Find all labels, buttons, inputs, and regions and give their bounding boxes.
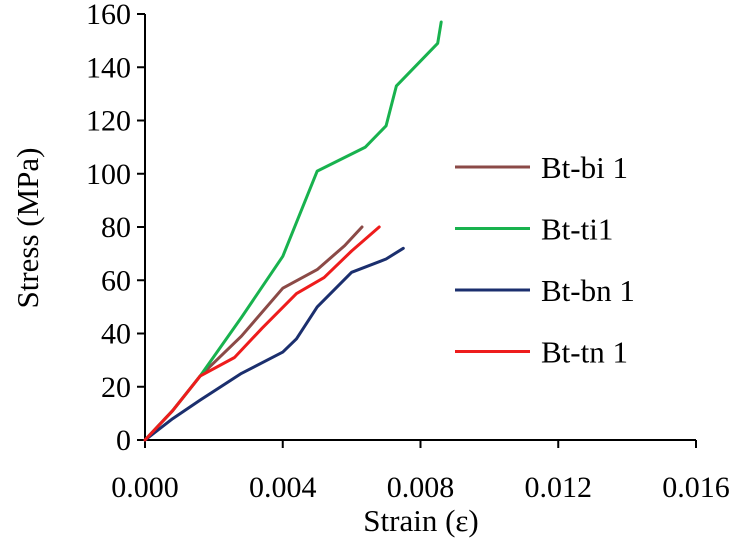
series-line-bt-ti1 [143,20,443,442]
x-tick-label: 0.012 [525,471,593,504]
y-tick-label: 100 [86,158,131,191]
y-tick-label: 60 [101,264,131,297]
axes: 0 20 40 60 80 100 120 140 160 0.000 0.004 0.008 0.01… [86,0,730,504]
y-tick-label: 0 [116,424,131,457]
y-tick-label: 20 [101,371,131,404]
series-layer [143,20,443,442]
y-tick-label: 40 [101,318,131,351]
legend-label-bt-ti1: Bt-ti1 [541,212,613,247]
legend-label-bt-tn-1: Bt-tn 1 [541,335,628,370]
x-tick-label: 0.004 [249,471,317,504]
legend-label-bt-bn-1: Bt-bn 1 [541,273,635,308]
x-axis-title: Strain (ε) [363,503,478,538]
y-tick-label: 160 [86,0,131,31]
series-line-bt-bi-1 [143,225,364,442]
series-line-bt-bn-1 [143,246,405,442]
series-line-bt-tn-1 [143,225,381,442]
y-tick-label: 80 [101,211,131,244]
x-tick-label: 0.008 [387,471,455,504]
y-tick-label: 120 [86,105,131,138]
legend: Bt-bi 1 Bt-ti1 Bt-bn 1 Bt-tn 1 [455,150,635,370]
legend-label-bt-bi-1: Bt-bi 1 [541,150,628,185]
x-tick-label: 0.000 [111,471,179,504]
x-tick-label: 0.016 [662,471,730,504]
y-tick-label: 140 [86,51,131,84]
y-axis-title: Stress (MPa) [10,147,45,308]
